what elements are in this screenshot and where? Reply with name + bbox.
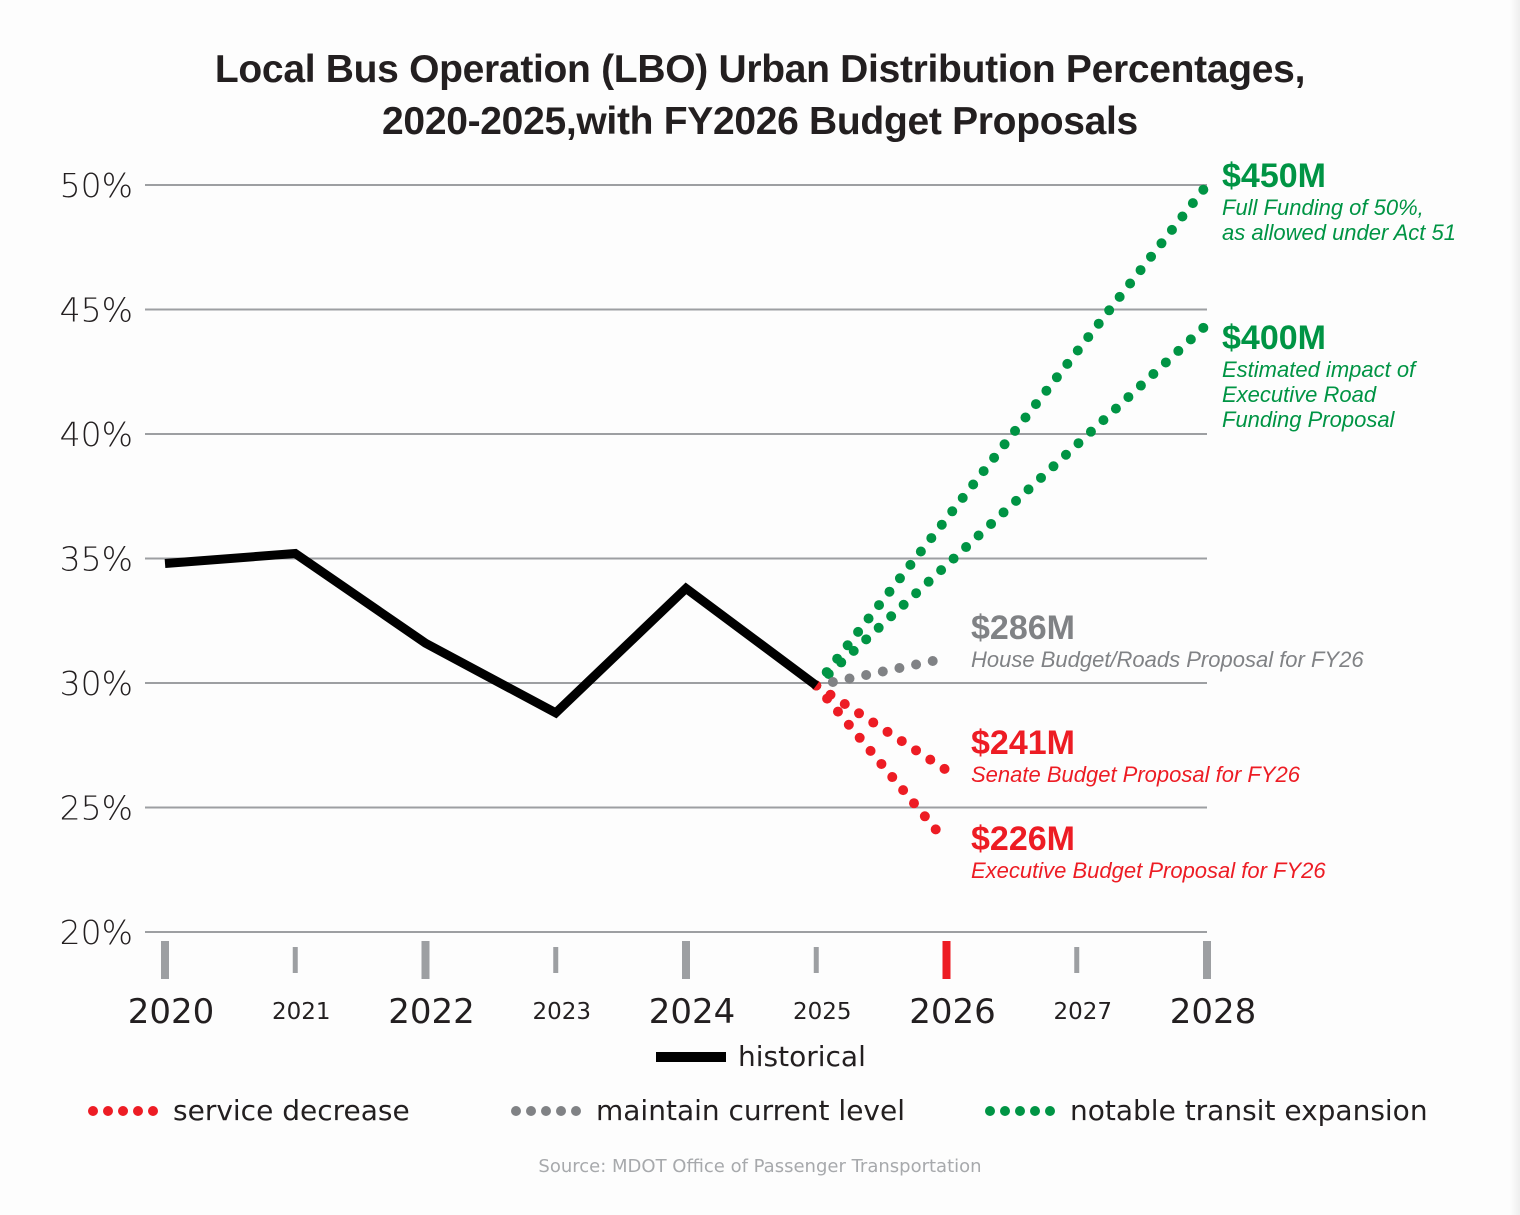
legend-dot <box>526 1105 536 1116</box>
x-tick-label-2020: 2020 <box>128 992 215 1032</box>
annotation-desc-400m-3: Funding Proposal <box>1222 407 1396 432</box>
legend-dot <box>1030 1105 1040 1116</box>
legend-item-expansion: notable transit expansion <box>985 1094 1428 1127</box>
legend-dot <box>1000 1105 1010 1116</box>
legend-dot <box>556 1105 566 1116</box>
legend-dot <box>148 1105 158 1116</box>
legend-dot <box>1045 1105 1055 1116</box>
y-tick-label-45: 45% <box>60 291 133 330</box>
annotation-desc-286m-1: House Budget/Roads Proposal for FY26 <box>971 647 1364 672</box>
legend-item-decrease: service decrease <box>88 1094 410 1127</box>
x-axis: 2020 2021 2022 2023 2024 2025 2026 2027 2028 <box>128 941 1257 1032</box>
x-tick-label-2027: 2027 <box>1053 999 1112 1025</box>
page-edge-shadow <box>1510 0 1520 1215</box>
x-tick-label-2022: 2022 <box>388 992 475 1032</box>
annotation-desc-400m-1: Estimated impact of <box>1222 357 1418 382</box>
legend-swatch-maintain <box>511 1105 586 1116</box>
x-tick-label-2021: 2021 <box>272 999 331 1025</box>
x-tick-label-2026: 2026 <box>909 992 996 1032</box>
gridlines <box>145 184 1207 933</box>
legend-dot <box>133 1105 143 1116</box>
annotation-amount-226m: $226M <box>971 820 1075 858</box>
series-line-historical <box>164 548 819 719</box>
legend-swatch-decrease <box>88 1105 163 1116</box>
legend-label-decrease: service decrease <box>173 1094 410 1127</box>
y-tick-label-30: 30% <box>60 664 133 703</box>
legend-dot <box>511 1105 521 1116</box>
annotation-desc-241m-1: Senate Budget Proposal for FY26 <box>971 762 1301 787</box>
legend-swatch-expansion <box>985 1105 1060 1116</box>
series-line-286m <box>811 653 952 691</box>
y-tick-label-35: 35% <box>60 540 133 579</box>
y-tick-label-40: 40% <box>60 415 133 454</box>
x-tick-label-2025: 2025 <box>793 999 852 1025</box>
annotation-amount-241m: $241M <box>971 724 1075 762</box>
legend-label-historical: historical <box>738 1040 866 1073</box>
x-tick-label-2028: 2028 <box>1170 992 1257 1032</box>
y-axis: 50% 45% 40% 35% 30% 25% 20% <box>60 166 133 952</box>
legend-dot <box>541 1105 551 1116</box>
annotation-amount-450m: $450M <box>1222 157 1326 195</box>
legend-swatch-historical <box>656 1051 726 1062</box>
legend-dot <box>985 1105 995 1116</box>
legend-item-maintain: maintain current level <box>511 1094 905 1127</box>
chart-title-line-2: 2020-2025,with FY2026 Budget Proposals <box>382 100 1138 143</box>
legend-label-expansion: notable transit expansion <box>1070 1094 1428 1127</box>
series-line-226m <box>811 680 952 848</box>
annotation-desc-226m-1: Executive Budget Proposal for FY26 <box>971 858 1326 883</box>
annotation-amount-286m: $286M <box>971 609 1075 647</box>
annotation-amount-400m: $400M <box>1222 319 1326 357</box>
y-tick-label-25: 25% <box>60 789 133 828</box>
y-tick-label-50: 50% <box>60 166 133 205</box>
legend-dot <box>571 1105 581 1116</box>
legend-label-maintain: maintain current level <box>596 1094 906 1127</box>
legend-dot <box>1015 1105 1025 1116</box>
chart-title: Local Bus Operation (LBO) Urban Distribu… <box>0 44 1520 148</box>
series-group <box>164 180 1212 848</box>
legend-dot <box>118 1105 128 1116</box>
series-line-241m <box>811 680 952 776</box>
series-line-400m <box>811 319 1212 691</box>
legend-item-historical: historical <box>656 1040 866 1073</box>
legend-dot <box>103 1105 113 1116</box>
source-note: Source: MDOT Office of Passenger Transpo… <box>538 1156 982 1177</box>
chart-title-line-1: Local Bus Operation (LBO) Urban Distribu… <box>214 48 1306 91</box>
legend-dot <box>88 1105 98 1116</box>
annotation-desc-450m-1: Full Funding of 50%, <box>1222 195 1424 220</box>
x-tick-label-2024: 2024 <box>649 992 736 1032</box>
x-tick-label-2023: 2023 <box>532 999 591 1025</box>
y-tick-label-20: 20% <box>60 913 133 952</box>
annotation-desc-450m-2: as allowed under Act 51 <box>1222 220 1456 245</box>
annotation-desc-400m-2: Executive Road <box>1222 382 1377 407</box>
series-line-450m <box>811 180 1212 691</box>
